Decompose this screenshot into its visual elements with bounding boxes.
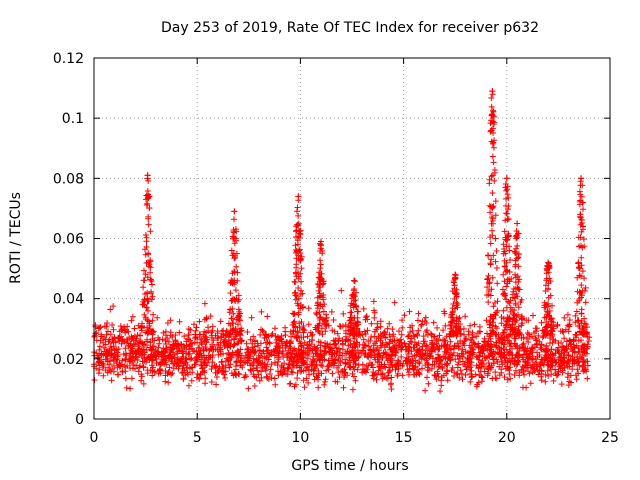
x-tick-label: 20 xyxy=(498,430,516,446)
x-tick-label: 5 xyxy=(193,430,202,446)
peak-point xyxy=(295,193,302,200)
plot-frame xyxy=(93,57,611,420)
peak-point xyxy=(144,172,151,179)
y-tick-label: 0.04 xyxy=(53,292,84,308)
y-tick-label: 0.02 xyxy=(53,352,84,368)
x-tick-label: 25 xyxy=(601,430,619,446)
y-tick-label: 0.06 xyxy=(53,232,84,248)
x-tick-label: 10 xyxy=(291,430,309,446)
y-tick-label: 0 xyxy=(75,412,84,428)
y-tick-label: 0.12 xyxy=(53,51,84,67)
peak-point xyxy=(452,271,459,278)
peak-point xyxy=(489,88,496,95)
y-tick-label: 0.1 xyxy=(62,111,84,127)
y-tick-label: 0.08 xyxy=(53,171,84,187)
peak-point xyxy=(318,238,325,245)
data-points xyxy=(91,88,593,395)
peak-point xyxy=(578,175,585,182)
peak-point xyxy=(514,220,521,227)
y-axis-label: ROTI / TECUs xyxy=(8,192,24,284)
scatter-points xyxy=(91,88,593,395)
x-axis-label: GPS time / hours xyxy=(291,458,408,474)
peak-point xyxy=(231,208,238,215)
chart-title: Day 253 of 2019, Rate Of TEC Index for r… xyxy=(161,20,539,36)
axes: 0 0.02 0.04 0.06 0.08 0.1 0.12 0 5 10 15 20 25 xyxy=(53,51,619,446)
peak-point xyxy=(545,259,552,266)
x-tick-label: 15 xyxy=(395,430,413,446)
peak-point xyxy=(351,277,358,284)
x-tick-label: 0 xyxy=(90,430,99,446)
peak-point xyxy=(503,175,510,182)
